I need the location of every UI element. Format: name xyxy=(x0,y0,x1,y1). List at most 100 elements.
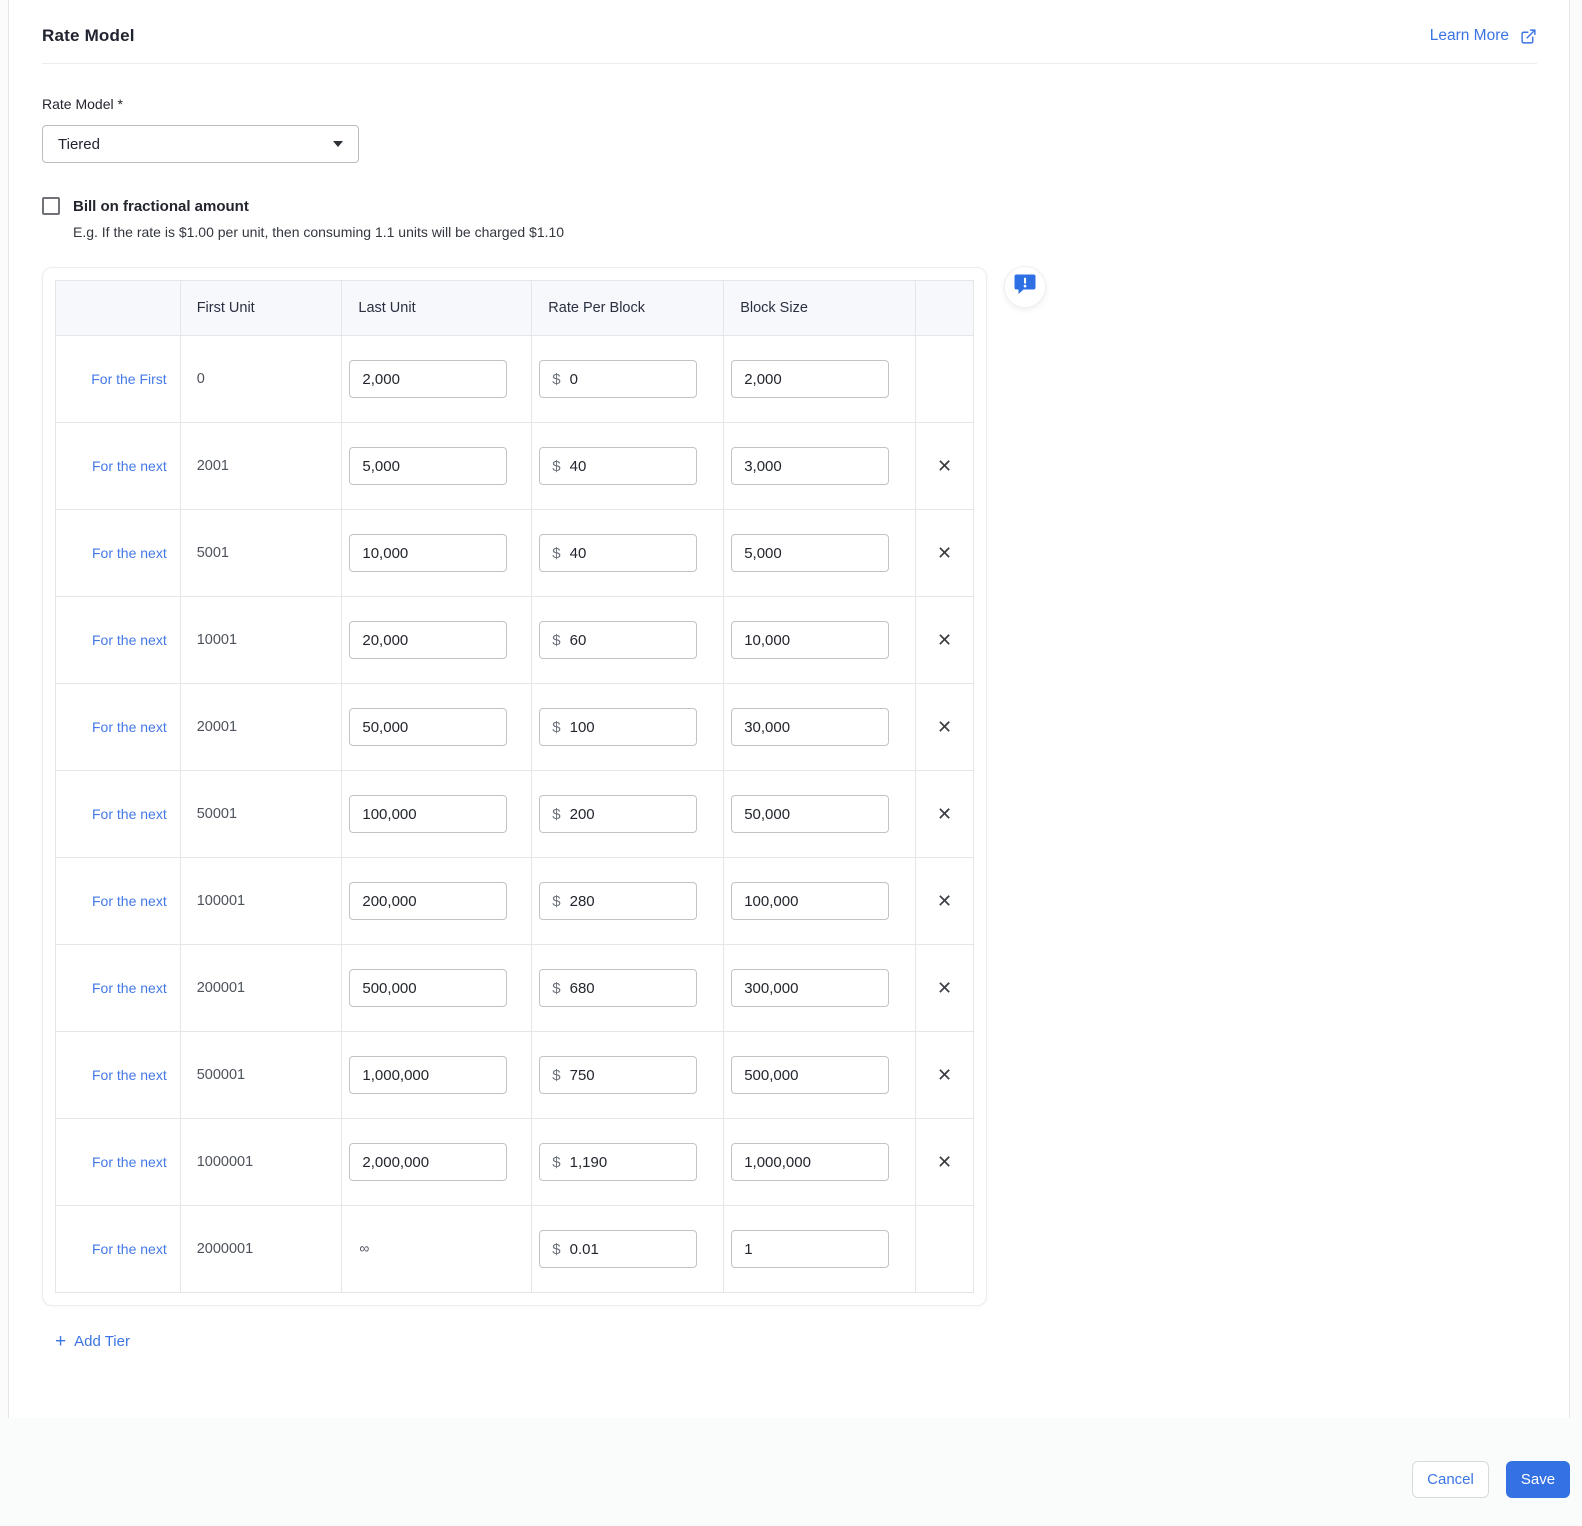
save-button[interactable]: Save xyxy=(1506,1461,1570,1498)
rate-per-block-input[interactable] xyxy=(569,805,685,823)
tier-row-label: For the First xyxy=(55,335,181,423)
cancel-button[interactable]: Cancel xyxy=(1412,1461,1489,1498)
currency-symbol: $ xyxy=(552,370,561,388)
add-tier-button[interactable]: + Add Tier xyxy=(55,1332,130,1351)
first-unit-value: 100001 xyxy=(179,857,343,945)
tier-row-label: For the next xyxy=(55,683,181,771)
tier-table: First Unit Last Unit Rate Per Block Bloc… xyxy=(55,280,974,1293)
block-size-input[interactable] xyxy=(731,447,890,485)
tier-table-header-row: First Unit Last Unit Rate Per Block Bloc… xyxy=(55,280,974,336)
rate-per-block-input[interactable] xyxy=(569,370,685,388)
header-row-label xyxy=(55,280,181,336)
header-rate-per-block: Rate Per Block xyxy=(531,280,725,336)
rate-per-block-input[interactable] xyxy=(569,718,685,736)
plus-icon: + xyxy=(55,1331,67,1352)
delete-tier-button[interactable]: ✕ xyxy=(933,540,956,566)
rate-per-block-input[interactable] xyxy=(569,892,685,910)
rate-per-block-input[interactable] xyxy=(569,457,685,475)
feedback-button[interactable] xyxy=(1004,266,1046,308)
block-size-input[interactable] xyxy=(731,621,890,659)
rate-per-block-input[interactable] xyxy=(569,1153,685,1171)
currency-symbol: $ xyxy=(552,1153,561,1171)
rate-model-select[interactable]: Tiered xyxy=(42,125,359,163)
infinity-symbol: ∞ xyxy=(359,1240,370,1256)
block-size-input[interactable] xyxy=(731,708,890,746)
last-unit-cell xyxy=(341,422,533,510)
currency-symbol: $ xyxy=(552,1066,561,1084)
last-unit-input[interactable] xyxy=(349,1056,508,1094)
page-title: Rate Model xyxy=(42,26,135,45)
fractional-amount-checkbox[interactable] xyxy=(42,197,60,215)
rate-input-box: $ xyxy=(539,621,698,659)
learn-more-link[interactable]: Learn More xyxy=(1430,27,1537,45)
block-size-cell xyxy=(723,1118,917,1206)
delete-cell: ✕ xyxy=(915,857,974,945)
footer-bar: Cancel Save xyxy=(0,1418,1582,1526)
last-unit-input[interactable] xyxy=(349,795,508,833)
rate-per-block-input[interactable] xyxy=(569,979,685,997)
delete-cell: ✕ xyxy=(915,1118,974,1206)
last-unit-cell xyxy=(341,944,533,1032)
rate-per-block-input[interactable] xyxy=(569,631,685,649)
chat-alert-icon xyxy=(1014,274,1036,300)
tier-row-label: For the next xyxy=(55,944,181,1032)
delete-tier-button[interactable]: ✕ xyxy=(933,888,956,914)
delete-cell xyxy=(915,1205,974,1293)
rate-per-block-input[interactable] xyxy=(569,544,685,562)
currency-symbol: $ xyxy=(552,1240,561,1258)
fractional-amount-helper: E.g. If the rate is $1.00 per unit, then… xyxy=(73,224,565,240)
delete-cell: ✕ xyxy=(915,1031,974,1119)
currency-symbol: $ xyxy=(552,718,561,736)
rate-per-block-input[interactable] xyxy=(569,1240,685,1258)
block-size-input[interactable] xyxy=(731,1056,890,1094)
last-unit-input[interactable] xyxy=(349,360,508,398)
panel-header: Rate Model Learn More xyxy=(42,26,1537,64)
block-size-input[interactable] xyxy=(731,882,890,920)
delete-cell: ✕ xyxy=(915,596,974,684)
last-unit-input[interactable] xyxy=(349,1143,508,1181)
first-unit-value: 2001 xyxy=(179,422,343,510)
block-size-input[interactable] xyxy=(731,360,890,398)
delete-cell: ✕ xyxy=(915,683,974,771)
rate-per-block-cell: $ xyxy=(531,422,725,510)
delete-tier-button[interactable]: ✕ xyxy=(933,453,956,479)
learn-more-label: Learn More xyxy=(1429,27,1509,44)
rate-per-block-input[interactable] xyxy=(569,1066,685,1084)
block-size-input[interactable] xyxy=(731,1143,890,1181)
tier-row-label: For the next xyxy=(55,1031,181,1119)
first-unit-value: 2000001 xyxy=(179,1205,343,1293)
delete-tier-button[interactable]: ✕ xyxy=(933,714,956,740)
tier-row: For the next 2000001 ∞ $ xyxy=(55,1205,974,1293)
last-unit-input[interactable] xyxy=(349,621,508,659)
delete-tier-button[interactable]: ✕ xyxy=(933,1062,956,1088)
rate-per-block-cell: $ xyxy=(531,857,725,945)
chevron-down-icon xyxy=(333,141,343,147)
last-unit-input[interactable] xyxy=(349,534,508,572)
last-unit-input[interactable] xyxy=(349,447,508,485)
delete-tier-button[interactable]: ✕ xyxy=(933,1149,956,1175)
last-unit-input[interactable] xyxy=(349,882,508,920)
add-tier-label: Add Tier xyxy=(74,1333,130,1350)
delete-tier-button[interactable]: ✕ xyxy=(933,975,956,1001)
last-unit-input[interactable] xyxy=(349,969,508,1007)
rate-input-box: $ xyxy=(539,708,698,746)
last-unit-input[interactable] xyxy=(349,708,508,746)
last-unit-cell xyxy=(341,683,533,771)
last-unit-cell xyxy=(341,857,533,945)
block-size-input[interactable] xyxy=(731,1230,890,1268)
block-size-input[interactable] xyxy=(731,969,890,1007)
last-unit-cell xyxy=(341,1118,533,1206)
delete-tier-button[interactable]: ✕ xyxy=(933,627,956,653)
block-size-cell xyxy=(723,944,917,1032)
header-last-unit: Last Unit xyxy=(341,280,533,336)
block-size-input[interactable] xyxy=(731,534,890,572)
rate-per-block-cell: $ xyxy=(531,683,725,771)
block-size-cell xyxy=(723,683,917,771)
delete-tier-button[interactable]: ✕ xyxy=(933,801,956,827)
block-size-input[interactable] xyxy=(731,795,890,833)
